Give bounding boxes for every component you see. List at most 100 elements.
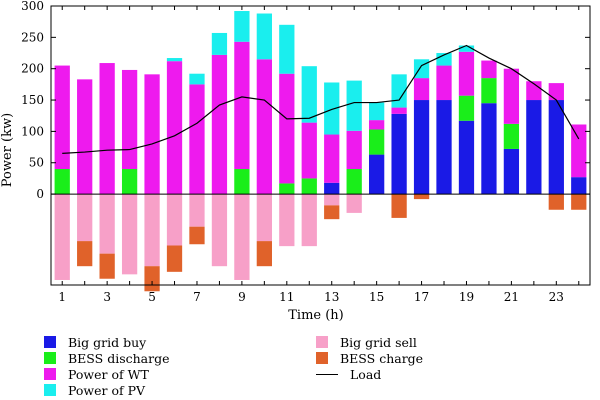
bar-bess_discharge-h15 — [369, 129, 385, 155]
y-axis-ticks: 0 50 100 150 200 250 300 — [21, 0, 590, 201]
bar-wt-h6 — [166, 61, 183, 195]
bar-grid_sell-h6 — [166, 194, 183, 246]
bar-wt-h21 — [503, 68, 520, 124]
x-tick-label-1: 1 — [58, 290, 66, 304]
legend-item-pv: Power of PV — [44, 381, 145, 399]
legend-item-grid-buy: Big grid buy — [44, 333, 146, 351]
bar-grid_buy-h15 — [369, 154, 385, 195]
bar-pv-h15 — [369, 102, 385, 121]
bar-wt-h9 — [234, 41, 250, 170]
x-tick-label-7: 7 — [193, 290, 201, 304]
legend-label-grid-sell: Big grid sell — [340, 334, 417, 350]
legend-item-bess-charge: BESS charge — [316, 349, 423, 367]
x-axis-title: Time (h) — [288, 308, 344, 323]
bar-bess_discharge-h19 — [458, 95, 475, 121]
bar-wt-h14 — [346, 130, 362, 170]
bar-bess_discharge-h21 — [503, 123, 520, 149]
bar-bess_discharge-h4 — [121, 169, 138, 195]
legend-label-grid-buy: Big grid buy — [68, 334, 147, 350]
bar-wt-h13 — [324, 134, 340, 183]
x-tick-label-5: 5 — [148, 290, 156, 304]
x-axis-ticks: 1 3 5 7 9 11 13 15 17 19 21 23 — [58, 6, 580, 304]
x-tick-label-9: 9 — [238, 290, 246, 304]
bar-grid_buy-h21 — [503, 148, 520, 195]
legend-label-bess-discharge: BESS discharge — [68, 350, 170, 366]
legend-swatch-grid-buy — [44, 336, 56, 348]
x-tick-label-17: 17 — [414, 290, 429, 304]
bar-pv-h9 — [234, 11, 250, 42]
bar-wt-h5 — [144, 74, 160, 195]
x-tick-label-3: 3 — [103, 290, 111, 304]
load-line — [62, 44, 580, 154]
bar-wt-h16 — [391, 107, 407, 114]
y-tick-label-150: 150 — [21, 93, 44, 107]
bar-bess_discharge-h9 — [234, 169, 250, 195]
bar-wt-h20 — [481, 60, 497, 79]
bar-wt-h17 — [413, 78, 430, 101]
bar-grid_sell-h1 — [54, 194, 70, 280]
legend-item-wt: Power of WT — [44, 365, 149, 383]
legend-label-bess-charge: BESS charge — [340, 350, 424, 366]
bar-bess_charge-h23 — [548, 194, 564, 210]
legend-swatch-pv — [44, 384, 56, 396]
bar-grid_sell-h11 — [279, 194, 295, 247]
bar-pv-h12 — [301, 66, 317, 123]
legend-label-load: Load — [350, 366, 382, 382]
bar-wt-h15 — [369, 120, 385, 130]
x-tick-label-15: 15 — [369, 290, 384, 304]
bar-wt-h24 — [571, 124, 587, 178]
bar-pv-h8 — [211, 32, 228, 55]
bar-bess_charge-h10 — [256, 241, 272, 267]
x-tick-label-19: 19 — [459, 290, 474, 304]
y-tick-label-100: 100 — [21, 124, 44, 138]
bar-bess_discharge-h1 — [54, 169, 70, 195]
bar-bess_discharge-h20 — [481, 78, 497, 104]
x-tick-label-21: 21 — [504, 290, 519, 304]
bar-grid_sell-h5 — [144, 194, 160, 267]
bar-wt-h19 — [458, 51, 475, 96]
legend-swatch-wt — [44, 368, 56, 380]
x-tick-label-13: 13 — [324, 290, 339, 304]
legend-swatch-bess-discharge — [44, 352, 56, 364]
bar-bess_discharge-h14 — [346, 169, 362, 195]
bar-wt-h11 — [279, 73, 295, 184]
bar-wt-h2 — [77, 79, 93, 195]
bar-bess_charge-h3 — [99, 253, 115, 279]
bar-grid_sell-h10 — [256, 194, 272, 242]
bar-bess_charge-h2 — [77, 241, 93, 267]
bar-group — [54, 11, 587, 292]
bar-pv-h11 — [279, 24, 295, 74]
y-tick-label-0: 0 — [36, 187, 44, 201]
bar-bess_charge-h16 — [391, 194, 407, 218]
legend-item-grid-sell: Big grid sell — [316, 333, 417, 351]
y-tick-label-250: 250 — [21, 30, 44, 44]
bar-grid_sell-h14 — [346, 194, 362, 213]
bar-grid_sell-h4 — [121, 194, 138, 275]
bar-pv-h16 — [391, 74, 407, 108]
bar-bess_discharge-h12 — [301, 178, 317, 195]
bar-grid_buy-h20 — [481, 103, 497, 195]
bar-bess_charge-h6 — [166, 245, 183, 272]
bar-bess_charge-h5 — [144, 266, 160, 292]
legend-swatch-load — [316, 373, 338, 375]
bar-wt-h3 — [99, 63, 115, 195]
legend-label-wt: Power of WT — [68, 366, 149, 382]
bar-grid_buy-h13 — [324, 182, 340, 195]
bar-grid_buy-h22 — [526, 100, 542, 195]
legend: Big grid buy BESS discharge Power of WT … — [44, 333, 584, 399]
bar-wt-h4 — [121, 69, 138, 170]
bar-wt-h7 — [189, 84, 205, 195]
bar-bess_charge-h13 — [324, 205, 340, 220]
bar-grid_buy-h24 — [571, 177, 587, 195]
bar-pv-h10 — [256, 13, 272, 60]
plot-border — [50, 5, 591, 286]
bar-wt-h23 — [548, 83, 564, 101]
y-tick-label-200: 200 — [21, 62, 44, 76]
legend-swatch-bess-charge — [316, 352, 328, 364]
bar-wt-h8 — [211, 54, 228, 195]
bar-wt-h12 — [301, 122, 317, 179]
bar-grid_sell-h9 — [234, 194, 250, 280]
bar-grid_sell-h13 — [324, 194, 340, 206]
bar-grid_sell-h8 — [211, 194, 228, 267]
y-tick-label-50: 50 — [29, 156, 44, 170]
